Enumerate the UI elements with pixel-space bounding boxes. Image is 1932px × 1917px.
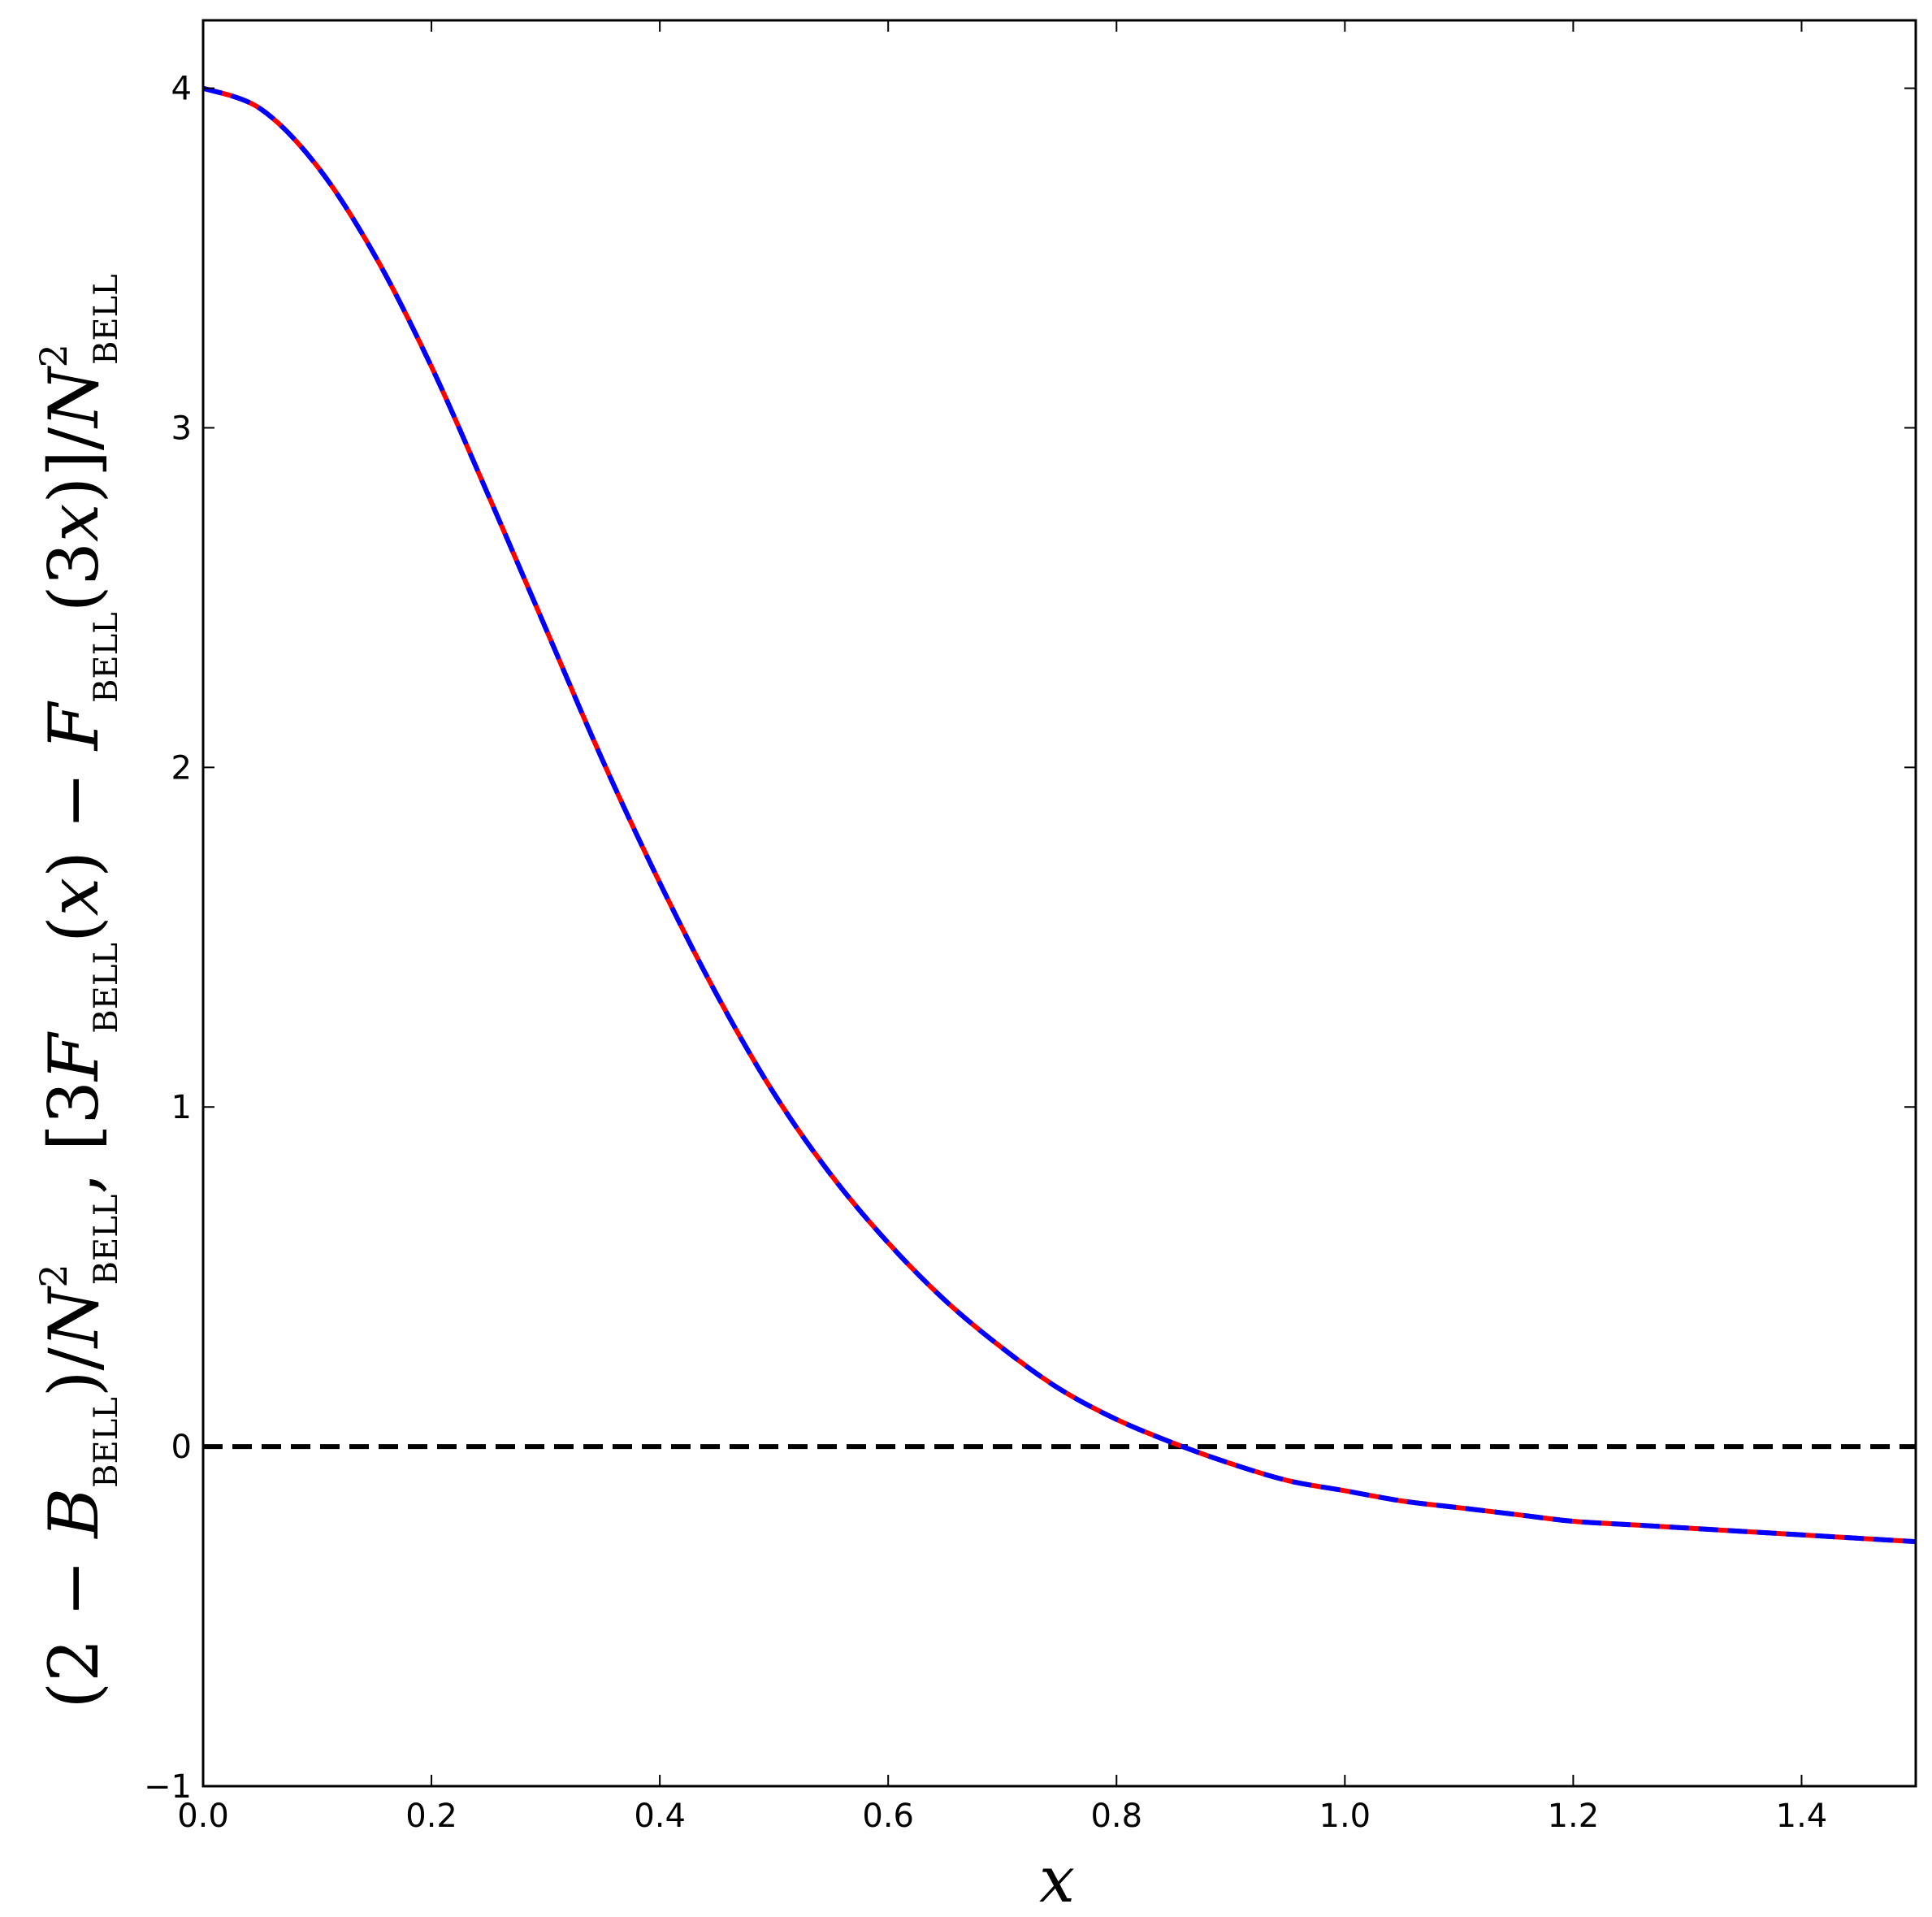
ticks-layer: 0.0 0.2 0.4 0.6 0.8 1.0 1.2 1.4 −1 0 1 2 3 4 [144,20,1916,1835]
x-axis-label: x [1039,1844,1075,1917]
x-tick-label: 0.0 [177,1798,229,1835]
y-tick-label: 3 [171,410,192,447]
y-tick-label: 2 [171,749,192,787]
axes-layer [201,19,1917,1788]
y-axis-label: (2 − BBELL)/N2 BELL, [3FBELL(x) − FBELL(3… [32,274,125,1708]
x-tick-label: 0.8 [1090,1798,1142,1835]
x-tick-label: 0.4 [634,1798,686,1835]
y-tick-label: 1 [171,1089,192,1126]
x-tick-label: 1.0 [1319,1798,1371,1835]
x-tick-label: 1.4 [1776,1798,1828,1835]
x-tick-label: 0.2 [405,1798,457,1835]
series-layer [201,85,1917,1545]
x-tick-label: 1.2 [1548,1798,1600,1835]
y-tick-label: 0 [171,1429,192,1466]
series-line-0 [201,85,1917,1545]
y-tick-label: −1 [144,1768,192,1806]
series-line-1 [201,85,1917,1545]
x-tick-label: 0.6 [862,1798,914,1835]
y-tick-label: 4 [171,71,192,108]
plot-frame [201,19,1917,1788]
